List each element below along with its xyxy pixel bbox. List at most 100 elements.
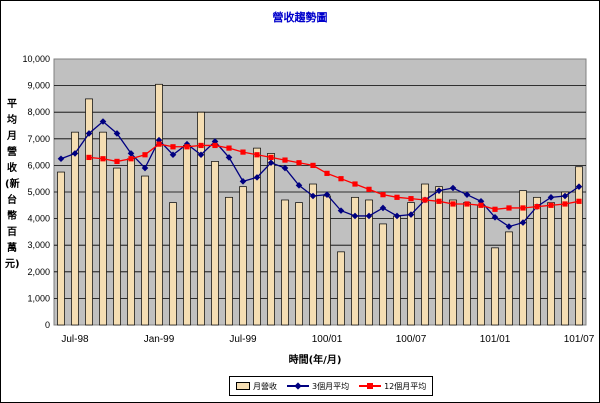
data-point: [113, 130, 121, 137]
series-line: [60, 120, 580, 228]
bar: [351, 196, 359, 326]
data-point: [281, 164, 289, 172]
data-point: [352, 181, 358, 187]
bar: [561, 191, 569, 326]
y-tick-label: 1,000: [27, 293, 50, 303]
bar: [449, 199, 457, 326]
legend-label-12m-avg: 12個月平均: [384, 381, 427, 391]
data-point: [309, 192, 317, 200]
bar: [407, 202, 415, 326]
data-point: [505, 223, 513, 230]
bar: [435, 186, 443, 326]
data-point: [225, 154, 233, 161]
data-point: [156, 141, 162, 147]
data-point: [142, 152, 148, 158]
data-point: [491, 213, 499, 221]
y-tick-label: 6,000: [27, 160, 50, 170]
data-point: [184, 144, 190, 150]
data-point: [114, 158, 120, 165]
bar: [85, 98, 93, 326]
data-point: [408, 196, 414, 202]
data-point: [310, 162, 316, 168]
data-point: [71, 150, 79, 157]
bar: [491, 247, 499, 326]
data-point: [170, 144, 176, 150]
y-tick-label: 8,000: [27, 107, 50, 117]
bar: [169, 202, 177, 326]
bar: [57, 171, 65, 326]
legend-swatch-3m: [287, 382, 309, 390]
bar: [393, 215, 401, 326]
x-tick-label: Jan-99: [144, 334, 175, 345]
data-point: [198, 142, 204, 149]
data-point: [520, 205, 526, 211]
x-tick-label: 100/07: [396, 334, 427, 345]
bar: [253, 147, 261, 326]
y-tick-labels: 0 1,000 2,000 3,000 4,000 5,000 6,000 7,000 8,00…: [22, 54, 50, 330]
bar: [225, 196, 233, 326]
x-tick-label: 101/01: [480, 334, 511, 345]
data-point: [57, 155, 65, 163]
data-point: [226, 145, 232, 151]
bar: [337, 251, 345, 326]
data-point: [450, 201, 456, 207]
data-point: [449, 184, 457, 192]
bar: [365, 199, 373, 326]
data-point: [366, 186, 372, 192]
data-point: [463, 191, 471, 198]
bar: [71, 131, 79, 326]
data-point: [435, 187, 443, 194]
bar: [281, 199, 289, 326]
legend-item-12m-avg: 12個月平均: [359, 381, 426, 392]
legend: 月營收 3個月平均 12個月平均: [229, 376, 434, 396]
data-point: [380, 192, 386, 198]
data-point: [100, 156, 106, 162]
y-axis-label: 平均月營收(新台幣百萬元): [5, 99, 20, 270]
x-axis-label: 時間(年/月): [288, 355, 342, 366]
data-point: [464, 201, 470, 207]
bar: [183, 145, 191, 326]
bar: [155, 83, 163, 326]
bar: [239, 186, 247, 326]
y-tick-label: 7,000: [27, 134, 50, 144]
bar: [309, 183, 317, 326]
y-tick-label: 0: [45, 320, 50, 330]
bar: [211, 161, 219, 326]
bar: [113, 167, 121, 326]
data-point: [141, 164, 149, 172]
legend-swatch-12m: [359, 382, 382, 390]
y-tick-label: 10,000: [22, 54, 50, 64]
data-point: [394, 194, 400, 200]
data-point: [127, 150, 135, 157]
bar: [421, 183, 429, 326]
data-point: [422, 197, 428, 203]
data-point: [478, 202, 484, 208]
data-point: [561, 192, 569, 200]
data-point: [254, 152, 260, 158]
data-point: [337, 207, 345, 214]
data-point: [562, 201, 568, 207]
data-point: [324, 170, 330, 176]
data-point: [365, 212, 373, 220]
y-tick-label: 9,000: [27, 81, 50, 91]
chart-title: 營收趨勢圖: [272, 11, 328, 24]
x-tick-label: 101/07: [564, 334, 595, 345]
data-point: [379, 204, 387, 212]
bar: [99, 131, 107, 326]
data-point: [436, 198, 442, 204]
legend-swatch-bar: [236, 382, 250, 390]
legend-label-monthly: 月營收: [253, 381, 277, 391]
data-point: [268, 154, 274, 161]
data-point: [393, 212, 401, 220]
data-point: [576, 198, 582, 204]
x-tick-label: 100/01: [312, 334, 343, 345]
y-tick-label: 2,000: [27, 267, 50, 277]
data-point: [253, 174, 261, 181]
data-point: [212, 142, 218, 149]
data-point: [548, 202, 554, 208]
bar: [197, 111, 205, 326]
y-tick-label: 4,000: [27, 214, 50, 224]
x-tick-label: Jul-99: [229, 334, 257, 345]
data-point: [407, 211, 415, 218]
